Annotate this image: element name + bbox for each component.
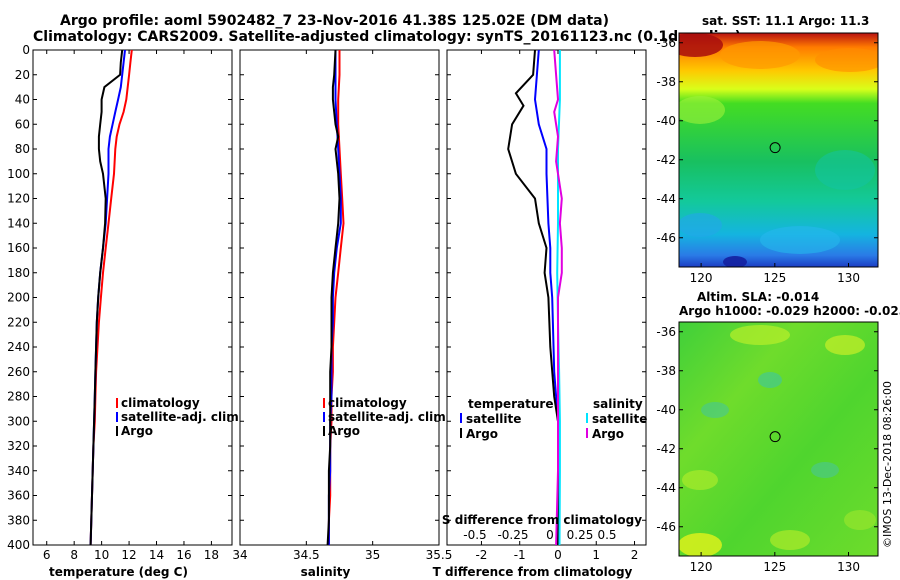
legend-label: climatology: [328, 396, 407, 410]
y-tick-label: 360: [7, 489, 30, 503]
map-x-tick-label: 125: [763, 560, 786, 574]
difference-panel: -2 -1 0 1 2 T difference from climatology temp…: [433, 49, 647, 579]
y-tick-label: 340: [7, 464, 30, 478]
map-y-tick-label: -44: [656, 481, 676, 495]
sst-map-title: sat. SST: 11.1 Argo: 11.3: [702, 14, 869, 28]
legend-label: satellite-adj. clim.: [121, 410, 243, 424]
x-tick-label: 34: [232, 548, 247, 562]
temperature-plot-area: [32, 49, 233, 546]
x-tick-label: 12: [121, 548, 136, 562]
salinity-diff-axis-title: S difference from climatology: [442, 513, 642, 527]
legend-label: satellite: [466, 412, 521, 426]
x-tick-label: 1: [592, 548, 600, 562]
figure-title-line1: Argo profile: aoml 5902482_7 23-Nov-2016…: [60, 13, 609, 29]
y-tick-label: 280: [7, 390, 30, 404]
salinity-panel: 34 34.5 35 35.5 salinity climatologysatellite…: [232, 49, 453, 579]
temperature-panel: 0 20 40 60 80 100 120 140 160 180 200 220 240 260 280 3…: [7, 43, 243, 579]
y-tick-label: 40: [15, 93, 30, 107]
map-y-tick-label: -46: [656, 231, 676, 245]
y-tick-label: 220: [7, 315, 30, 329]
map-y-tick-label: -42: [656, 442, 676, 456]
x-tick-label: -2: [475, 548, 487, 562]
map-x-tick-label: 120: [690, 271, 713, 285]
y-tick-label: 380: [7, 513, 30, 527]
y-tick-label: 180: [7, 266, 30, 280]
map-y-tick-label: -38: [656, 75, 676, 89]
difference-xlabel: T difference from climatology: [433, 565, 633, 579]
map-y-tick-label: -38: [656, 364, 676, 378]
difference-plot-area: [446, 49, 647, 546]
x-tick-label: 8: [70, 548, 78, 562]
y-tick-label: 100: [7, 167, 30, 181]
argo-location-marker: [769, 142, 781, 154]
x-tick-label: 10: [94, 548, 109, 562]
map-x-tick-label: 130: [837, 271, 860, 285]
sst-map: sat. SST: 11.1 Argo: 11.3 120 125 130 -36 -3…: [656, 14, 879, 285]
y-tick-label: 200: [7, 291, 30, 305]
x-tick-label: -1: [514, 548, 526, 562]
salinity-diff-tick-label: -0.5: [463, 528, 486, 542]
legend-label: Argo: [328, 424, 360, 438]
y-tick-label: 400: [7, 538, 30, 552]
x-tick-label: 34.5: [293, 548, 320, 562]
y-tick-label: 20: [15, 68, 30, 82]
x-tick-label: 35.5: [426, 548, 453, 562]
map-x-tick-label: 120: [690, 560, 713, 574]
map-x-tick-label: 125: [763, 271, 786, 285]
map-y-tick-label: -40: [656, 114, 676, 128]
salinity-diff-tick-label: -0.25: [497, 528, 528, 542]
y-tick-label: 120: [7, 192, 30, 206]
x-tick-label: 14: [149, 548, 164, 562]
legend-title-salinity: salinity: [593, 397, 643, 411]
sla-map-title: Altim. SLA: -0.014: [697, 290, 819, 304]
temperature-xlabel: temperature (deg C): [49, 565, 188, 579]
salinity-diff-tick-label: 0.5: [597, 528, 616, 542]
salinity-series-argo: [326, 49, 341, 546]
legend-label: satellite: [592, 412, 647, 426]
map-y-tick-label: -46: [656, 520, 676, 534]
sla-map-argo-heights: Argo h1000: -0.029 h2000: -0.025: [679, 304, 900, 318]
y-tick-label: 300: [7, 414, 30, 428]
salinity-plot-area: [239, 49, 440, 546]
salinity-xlabel: salinity: [301, 565, 351, 579]
x-tick-label: 2: [631, 548, 639, 562]
y-tick-label: 320: [7, 439, 30, 453]
argo-location-marker: [769, 431, 781, 443]
x-tick-label: 0: [554, 548, 562, 562]
figure-title-line2: Climatology: CARS2009. Satellite-adjuste…: [33, 29, 741, 45]
legend-label: Argo: [466, 427, 498, 441]
difference-series-temperature-argo: [507, 49, 559, 545]
y-tick-label: 60: [15, 117, 30, 131]
legend-label: satellite-adj. clim.: [328, 410, 450, 424]
map-y-tick-label: -36: [656, 325, 676, 339]
y-tick-label: 80: [15, 142, 30, 156]
map-x-tick-label: 130: [837, 560, 860, 574]
y-tick-label: 140: [7, 216, 30, 230]
legend-title-temperature: temperature: [468, 397, 553, 411]
salinity-diff-tick-label: 0.25: [567, 528, 594, 542]
y-tick-label: 160: [7, 241, 30, 255]
x-tick-label: 16: [176, 548, 191, 562]
x-tick-label: 6: [43, 548, 51, 562]
legend-label: climatology: [121, 396, 200, 410]
legend-label: Argo: [592, 427, 624, 441]
temperature-series-argo: [89, 49, 124, 546]
sla-map: Altim. SLA: -0.014 Argo h1000: -0.029 h2…: [656, 290, 900, 574]
map-y-tick-label: -44: [656, 192, 676, 206]
imos-credit: ©IMOS 13-Dec-2018 08:26:00: [881, 381, 894, 548]
map-y-tick-label: -42: [656, 153, 676, 167]
legend-label: Argo: [121, 424, 153, 438]
y-tick-label: 240: [7, 340, 30, 354]
x-tick-label: 18: [204, 548, 219, 562]
map-y-tick-label: -40: [656, 403, 676, 417]
y-tick-label: 260: [7, 365, 30, 379]
y-tick-label: 0: [22, 43, 30, 57]
x-tick-label: 35: [365, 548, 380, 562]
map-y-tick-label: -36: [656, 36, 676, 50]
salinity-diff-tick-label: 0: [546, 528, 554, 542]
